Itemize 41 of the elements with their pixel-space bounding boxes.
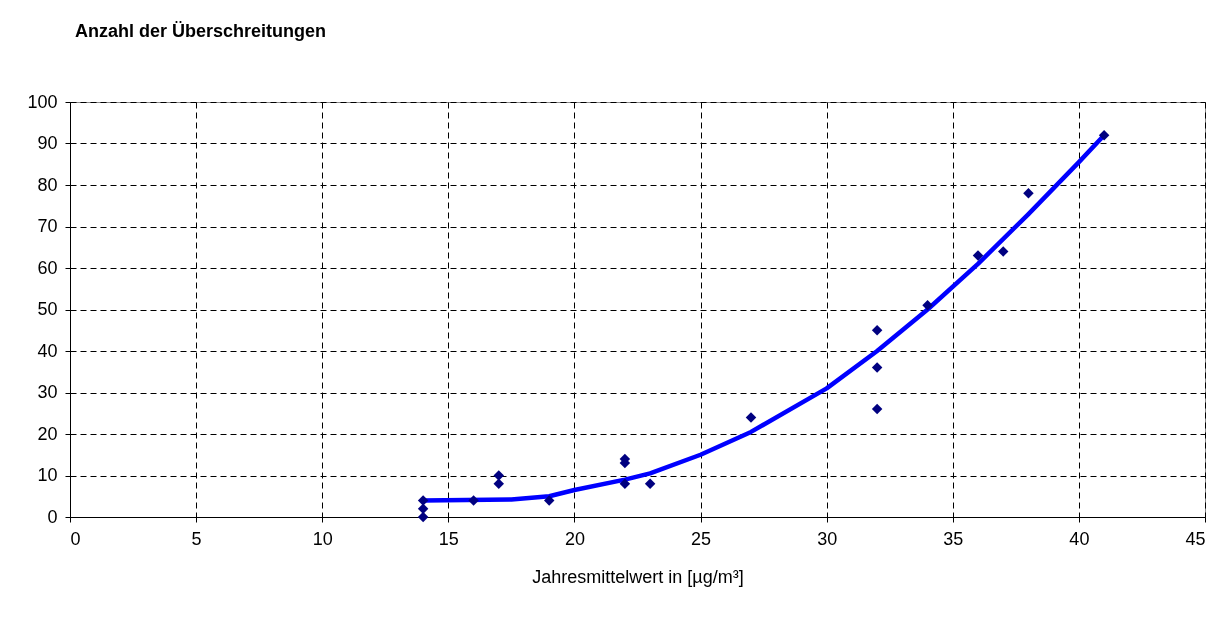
point (871, 325, 883, 336)
point (1098, 129, 1110, 141)
x-tick-label: 15 (438, 528, 459, 549)
point (468, 495, 479, 506)
y-tick-label: 90 (37, 133, 58, 153)
point (417, 511, 429, 523)
point (417, 503, 429, 514)
point (644, 478, 656, 490)
x-tick-label: 30 (817, 528, 838, 549)
point (619, 478, 631, 490)
y-tick-label: 60 (37, 257, 58, 278)
x-tick-label: 20 (564, 528, 585, 549)
x-tick-label: 0 (70, 528, 81, 549)
point (871, 403, 883, 415)
point (745, 412, 757, 423)
y-tick-label: 50 (37, 299, 58, 319)
y-tick-label: 30 (37, 382, 58, 402)
point (922, 300, 933, 311)
point (543, 495, 555, 506)
y-tick-label: 40 (37, 340, 58, 361)
point (1023, 188, 1034, 199)
y-tick-label: 100 (27, 91, 58, 112)
point (493, 470, 505, 481)
y-tick-label: 80 (37, 174, 58, 195)
x-tick-label: 40 (1069, 528, 1090, 549)
x-tick-label: 25 (691, 528, 712, 549)
y-tick-label: 10 (37, 465, 58, 485)
point (997, 246, 1009, 257)
y-tick-label: 70 (37, 216, 58, 236)
point (493, 478, 505, 490)
point (417, 495, 429, 506)
y-tick-label: 0 (47, 506, 58, 527)
point (972, 250, 984, 261)
y-tick-label: 20 (37, 423, 58, 444)
x-tick-label: 10 (312, 528, 333, 549)
chart-title: Anzahl der Überschreitungen (74, 21, 327, 41)
point (871, 362, 883, 373)
x-axis-title: Jahresmittelwert in [µg/m³] (532, 566, 744, 587)
x-tick-label: 35 (943, 528, 964, 549)
x-tick-label: 5 (191, 528, 202, 549)
x-tick-label: 45 (1185, 528, 1206, 549)
